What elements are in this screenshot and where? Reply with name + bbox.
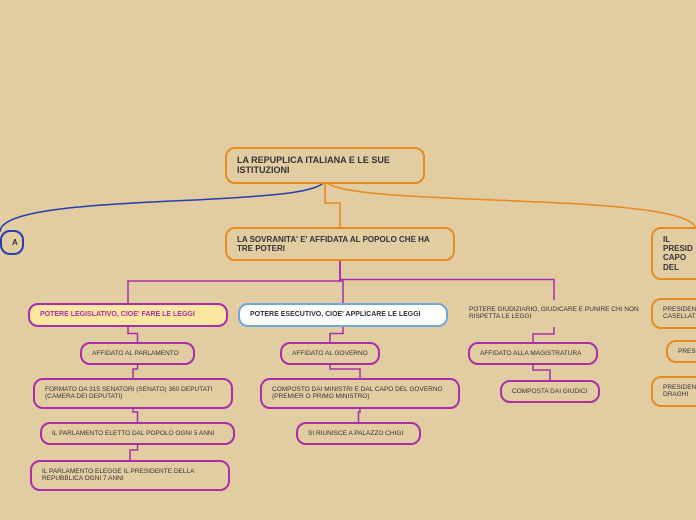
edge: [340, 259, 343, 303]
node-aff_gov: AFFIDATO AL GOVERNO: [280, 342, 380, 365]
edge: [0, 179, 325, 232]
edge: [128, 259, 340, 303]
node-sov: LA SOVRANITA' E' AFFIDATA AL POPOLO CHE …: [225, 227, 455, 261]
edge: [325, 179, 340, 227]
node-composto: COMPOSTO DAI MINISTRI E DAL CAPO DEL GOV…: [260, 378, 460, 409]
node-root: LA REPUPLICA ITALIANA E LE SUE ISTITUZIO…: [225, 147, 425, 184]
node-giud: POTERE GIUDIZIARIO, GIUDICARE E PUNIRE C…: [459, 300, 649, 327]
node-pres_mid: PRESI: [666, 340, 696, 363]
node-aff_mag: AFFIDATO ALLA MAGISTRATURA: [468, 342, 598, 365]
edge: [340, 259, 554, 300]
node-left_cut: A: [0, 230, 24, 255]
node-pres_cut: IL PRESIDCAPO DEL: [651, 227, 696, 280]
node-pres_sen: PRESIDENTCASELLATI: [651, 298, 696, 329]
node-composta: COMPOSTA DAI GIUDICI: [500, 380, 600, 403]
node-chigi: SI RIUNISCE A PALAZZO CHIGI: [296, 422, 421, 445]
edge: [330, 325, 343, 342]
edge: [533, 326, 554, 342]
node-formato: FORMATO DA 315 SENATORI (SENATO) 360 DEP…: [33, 378, 233, 409]
edge: [325, 179, 696, 230]
node-parl_eletto: IL PARLAMENTO ELETTO DAL POPOLO OGNI 5 A…: [40, 422, 235, 445]
edge: [128, 325, 138, 342]
node-aff_parl: AFFIDATO AL PARLAMENTO: [80, 342, 195, 365]
node-esec: POTERE ESECUTIVO, CIOE' APPLICARE LE LEG…: [238, 303, 448, 327]
node-parl_elegge: IL PARLAMENTO ELEGGE IL PRESIDENTE DELLA…: [30, 460, 230, 491]
node-pres_draghi: PRESIDENTDRAGHI: [651, 376, 696, 407]
node-leg: POTERE LEGISLATIVO, CIOE' FARE LE LEGGI: [28, 303, 228, 327]
